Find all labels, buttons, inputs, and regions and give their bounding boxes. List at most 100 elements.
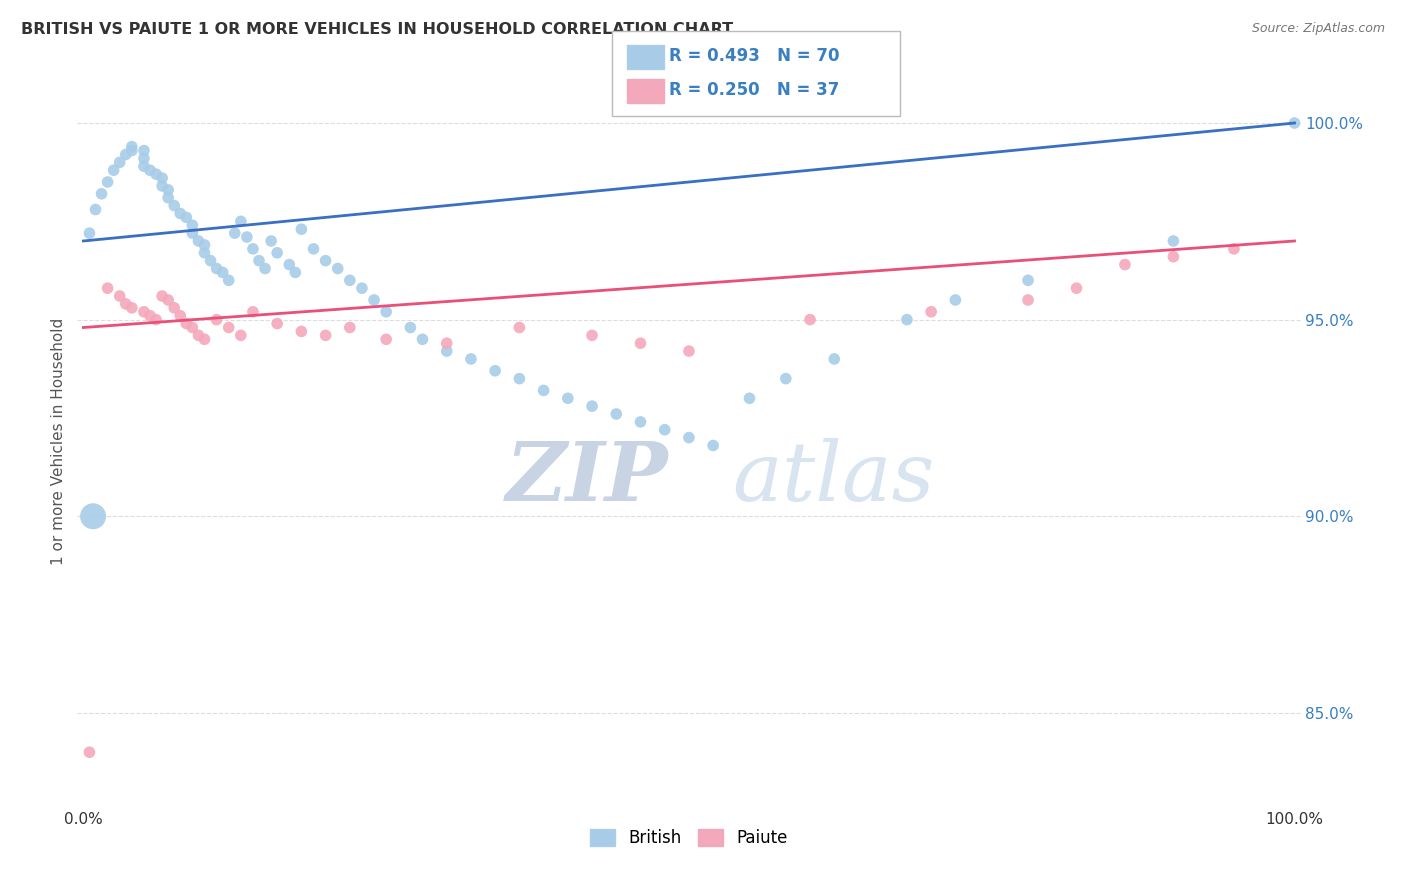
Point xyxy=(399,320,422,334)
Text: R = 0.493   N = 70: R = 0.493 N = 70 xyxy=(669,47,839,65)
Point xyxy=(654,423,676,437)
Point xyxy=(187,234,209,248)
Point xyxy=(1284,116,1306,130)
Point xyxy=(79,745,101,759)
Point xyxy=(90,186,112,201)
Point xyxy=(678,344,700,359)
Point xyxy=(605,407,627,421)
Point xyxy=(200,253,222,268)
Point xyxy=(1017,273,1039,287)
Point xyxy=(132,152,155,166)
Point xyxy=(181,320,204,334)
Point xyxy=(339,273,361,287)
Point xyxy=(103,163,125,178)
Point xyxy=(484,364,506,378)
Point xyxy=(290,222,312,236)
Point xyxy=(254,261,277,276)
Point xyxy=(205,261,228,276)
Point xyxy=(945,293,967,307)
Point xyxy=(460,351,482,366)
Point xyxy=(193,332,215,346)
Point xyxy=(302,242,325,256)
Point xyxy=(218,273,240,287)
Point xyxy=(169,206,191,220)
Point xyxy=(581,399,603,413)
Point xyxy=(411,332,433,346)
Point xyxy=(678,431,700,445)
Point xyxy=(533,384,555,398)
Point xyxy=(211,265,233,279)
Point xyxy=(630,415,652,429)
Point xyxy=(1114,258,1136,272)
Point xyxy=(132,159,155,173)
Point xyxy=(114,297,136,311)
Point xyxy=(193,238,215,252)
Point xyxy=(84,202,107,217)
Point xyxy=(108,289,131,303)
Point xyxy=(326,261,349,276)
Point xyxy=(363,293,385,307)
Point xyxy=(278,258,301,272)
Point xyxy=(139,163,162,178)
Point xyxy=(1066,281,1088,295)
Point xyxy=(315,253,337,268)
Text: ZIP: ZIP xyxy=(506,438,668,518)
Point xyxy=(163,198,186,212)
Point xyxy=(114,147,136,161)
Point xyxy=(920,305,942,319)
Point xyxy=(581,328,603,343)
Point xyxy=(145,167,167,181)
Point xyxy=(508,320,530,334)
Text: Source: ZipAtlas.com: Source: ZipAtlas.com xyxy=(1251,22,1385,36)
Point xyxy=(157,191,180,205)
Point xyxy=(157,183,180,197)
Point xyxy=(163,301,186,315)
Point xyxy=(315,328,337,343)
Point xyxy=(375,332,398,346)
Point xyxy=(290,325,312,339)
Point xyxy=(205,312,228,326)
Point xyxy=(350,281,373,295)
Y-axis label: 1 or more Vehicles in Household: 1 or more Vehicles in Household xyxy=(51,318,66,566)
Point xyxy=(1163,234,1185,248)
Point xyxy=(121,301,143,315)
Point xyxy=(121,144,143,158)
Point xyxy=(1017,293,1039,307)
Point xyxy=(508,371,530,385)
Point xyxy=(79,226,101,240)
Point xyxy=(436,344,458,359)
Point xyxy=(169,309,191,323)
Legend: British, Paiute: British, Paiute xyxy=(583,822,794,854)
Point xyxy=(236,230,259,244)
Point xyxy=(176,317,198,331)
Point xyxy=(121,139,143,153)
Point xyxy=(150,171,173,186)
Point xyxy=(823,351,845,366)
Point xyxy=(97,175,120,189)
Point xyxy=(97,281,120,295)
Point xyxy=(132,144,155,158)
Point xyxy=(82,509,104,524)
Text: R = 0.250   N = 37: R = 0.250 N = 37 xyxy=(669,81,839,99)
Point xyxy=(176,211,198,225)
Point xyxy=(181,226,204,240)
Point xyxy=(799,312,821,326)
Text: atlas: atlas xyxy=(731,438,934,518)
Point xyxy=(1223,242,1246,256)
Point xyxy=(284,265,307,279)
Text: BRITISH VS PAIUTE 1 OR MORE VEHICLES IN HOUSEHOLD CORRELATION CHART: BRITISH VS PAIUTE 1 OR MORE VEHICLES IN … xyxy=(21,22,733,37)
Point xyxy=(139,309,162,323)
Point xyxy=(181,219,204,233)
Point xyxy=(157,293,180,307)
Point xyxy=(224,226,246,240)
Point xyxy=(775,371,797,385)
Point xyxy=(187,328,209,343)
Point xyxy=(229,328,252,343)
Point xyxy=(108,155,131,169)
Point xyxy=(436,336,458,351)
Point xyxy=(375,305,398,319)
Point xyxy=(242,305,264,319)
Point xyxy=(260,234,283,248)
Point xyxy=(229,214,252,228)
Point xyxy=(339,320,361,334)
